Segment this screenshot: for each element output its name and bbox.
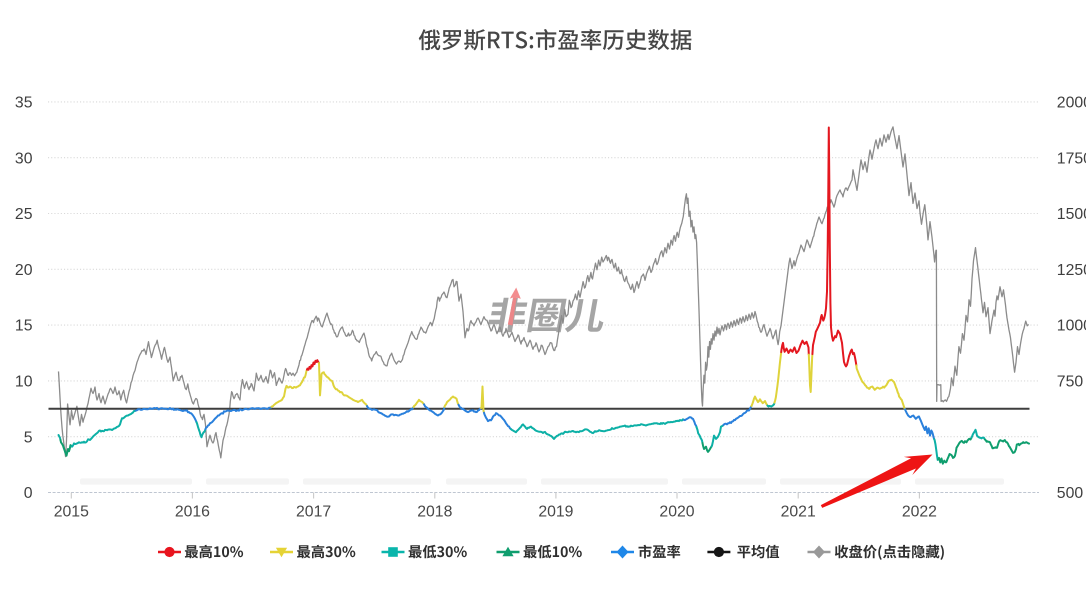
svg-text:30: 30 [15,150,33,167]
svg-text:35: 35 [15,95,33,112]
svg-text:2017: 2017 [296,504,331,521]
svg-text:1750: 1750 [1057,150,1086,167]
svg-text:15: 15 [15,318,33,335]
svg-text:25: 25 [15,206,33,223]
svg-text:10: 10 [15,374,33,391]
svg-text:5: 5 [24,429,33,446]
svg-text:2019: 2019 [538,504,573,521]
svg-text:500: 500 [1057,485,1084,502]
svg-text:2015: 2015 [54,504,89,521]
svg-text:0: 0 [24,485,33,502]
svg-text:2016: 2016 [175,504,210,521]
svg-text:750: 750 [1057,374,1084,391]
svg-text:1250: 1250 [1057,262,1086,279]
svg-text:2000: 2000 [1057,95,1086,112]
svg-text:1000: 1000 [1057,318,1086,335]
svg-text:2022: 2022 [902,504,937,521]
svg-text:1500: 1500 [1057,206,1086,223]
svg-text:20: 20 [15,262,33,279]
svg-text:2020: 2020 [659,504,694,521]
svg-text:2021: 2021 [781,504,816,521]
svg-text:2018: 2018 [417,504,452,521]
